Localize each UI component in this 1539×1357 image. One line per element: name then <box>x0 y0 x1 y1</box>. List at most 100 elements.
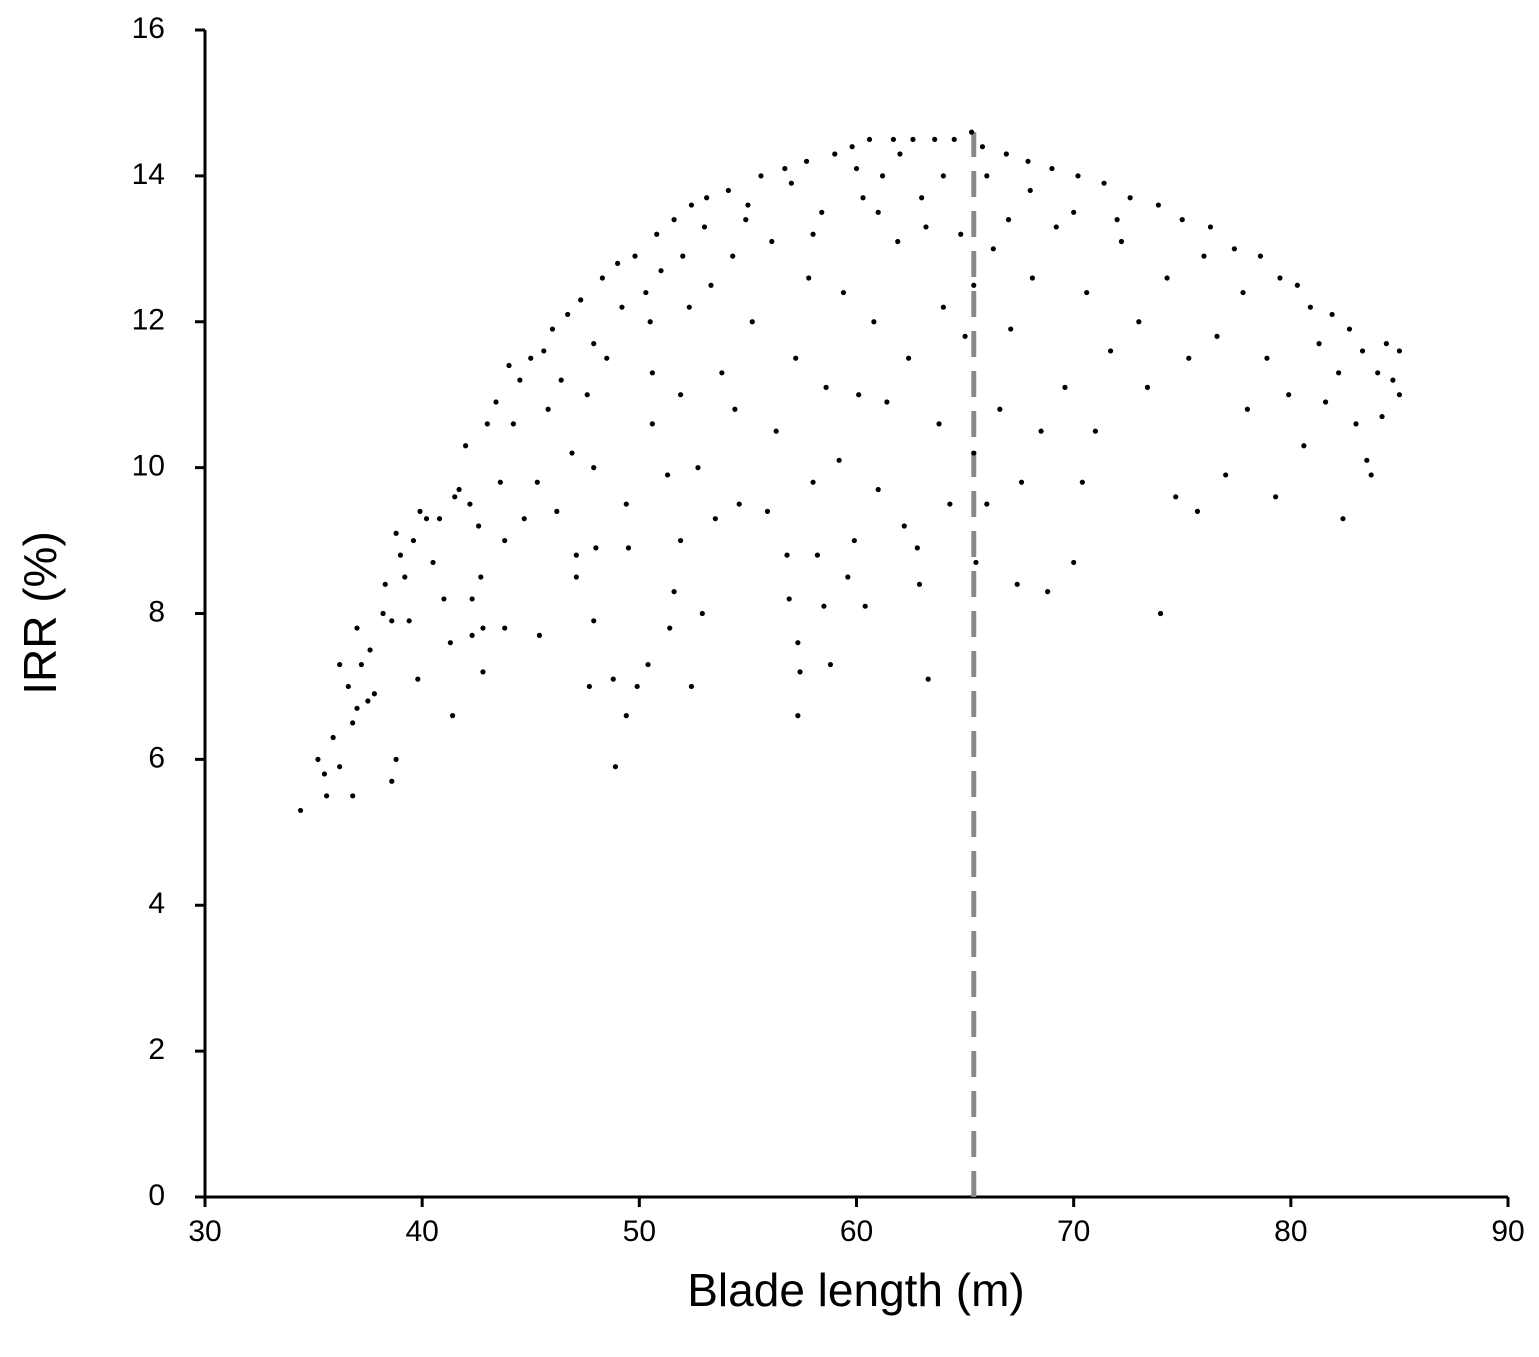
point <box>337 661 343 668</box>
point <box>1359 348 1366 354</box>
point <box>1390 377 1396 383</box>
point <box>1375 370 1381 376</box>
point <box>615 260 621 266</box>
point <box>712 516 718 522</box>
point <box>1294 282 1300 288</box>
point <box>860 195 866 201</box>
point <box>528 355 534 361</box>
point <box>827 661 834 668</box>
point <box>1092 428 1098 434</box>
point <box>599 275 606 281</box>
point <box>643 289 649 296</box>
point <box>1186 355 1192 361</box>
point <box>647 319 653 325</box>
point <box>586 683 592 690</box>
point <box>958 231 964 237</box>
point <box>436 516 443 522</box>
point <box>1071 559 1077 566</box>
point <box>350 793 356 799</box>
point <box>688 202 695 208</box>
point <box>415 676 421 682</box>
point <box>1062 384 1068 390</box>
point <box>1340 516 1346 522</box>
point <box>380 610 386 617</box>
point <box>1025 158 1031 164</box>
point <box>1005 217 1012 223</box>
y-tick-label: 4 <box>148 887 165 920</box>
point <box>517 377 523 383</box>
point <box>973 559 979 566</box>
point <box>821 603 827 609</box>
point <box>773 428 779 434</box>
point <box>649 370 655 376</box>
point <box>480 625 486 631</box>
point <box>350 720 356 726</box>
point <box>315 756 321 762</box>
point <box>649 421 655 427</box>
point <box>1027 187 1033 194</box>
point <box>836 457 842 463</box>
point <box>803 158 810 164</box>
point <box>1277 275 1283 281</box>
point <box>879 173 886 179</box>
point <box>997 406 1003 412</box>
point <box>680 253 686 259</box>
point <box>910 136 916 143</box>
y-tick-label: 14 <box>132 158 165 191</box>
point <box>447 640 453 646</box>
point <box>1307 304 1313 310</box>
point <box>1003 151 1009 157</box>
point <box>452 494 458 500</box>
point <box>971 450 977 456</box>
point <box>890 136 897 143</box>
point <box>406 618 412 624</box>
point <box>962 333 968 339</box>
point <box>1396 348 1403 354</box>
point <box>806 275 812 281</box>
point <box>1101 180 1107 186</box>
point <box>764 508 771 514</box>
point <box>478 574 484 580</box>
point <box>1079 479 1085 485</box>
point <box>654 231 660 237</box>
point <box>984 501 990 507</box>
point <box>345 683 351 690</box>
point <box>321 771 328 777</box>
point <box>484 421 490 427</box>
point <box>701 224 708 230</box>
point <box>591 465 597 471</box>
point <box>1084 289 1090 296</box>
point <box>441 596 447 602</box>
point <box>480 669 486 675</box>
point <box>853 165 860 172</box>
point <box>1244 406 1250 412</box>
point <box>862 603 868 609</box>
point <box>1201 253 1207 259</box>
point <box>1107 348 1114 354</box>
point <box>610 676 616 682</box>
point <box>1173 494 1179 500</box>
x-tick-label: 90 <box>1491 1215 1524 1248</box>
point <box>1368 472 1374 478</box>
point <box>534 479 540 485</box>
point <box>1353 421 1359 427</box>
point <box>1379 413 1385 420</box>
point <box>593 545 599 551</box>
y-tick-label: 12 <box>132 304 165 337</box>
point <box>1214 333 1220 339</box>
point <box>354 625 360 631</box>
point <box>810 231 816 237</box>
point <box>1207 224 1214 230</box>
point <box>699 610 705 617</box>
point <box>393 530 399 536</box>
point <box>365 698 371 704</box>
point <box>906 355 912 361</box>
point <box>1053 224 1059 230</box>
point <box>417 508 423 514</box>
point <box>578 297 584 303</box>
point <box>932 136 938 143</box>
point <box>947 501 953 507</box>
point <box>667 625 673 631</box>
point <box>1014 581 1020 587</box>
point <box>521 516 527 522</box>
